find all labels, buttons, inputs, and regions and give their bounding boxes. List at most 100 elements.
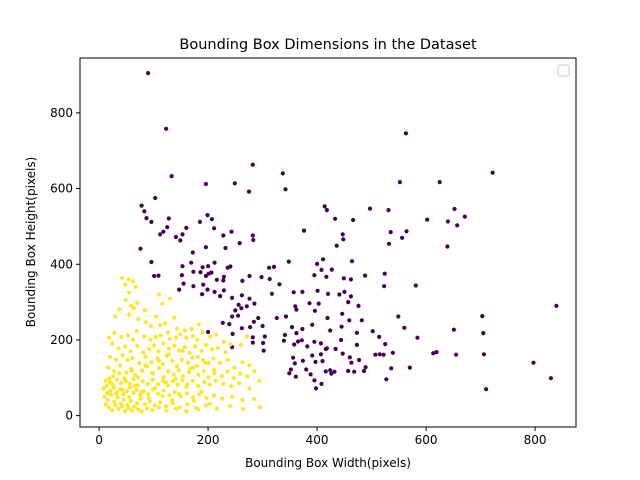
scatter-point-series-1	[315, 261, 320, 266]
scatter-point-series-1	[271, 264, 277, 269]
scatter-point-series-1	[312, 273, 317, 278]
scatter-point-series-1	[359, 318, 364, 323]
scatter-point-series-1	[191, 269, 196, 274]
scatter-point-series-1	[322, 204, 327, 209]
scatter-point-series-2	[203, 342, 208, 347]
x-axis-label: Bounding Box Width(pixels)	[245, 456, 411, 470]
scatter-point-series-1	[337, 292, 342, 297]
scatter-point-series-2	[211, 356, 216, 361]
scatter-point-series-1	[351, 217, 356, 223]
scatter-point-series-2	[172, 343, 177, 348]
scatter-point-series-1	[431, 351, 436, 356]
scatter-point-series-1	[267, 265, 272, 270]
scatter-point-series-2	[237, 381, 242, 386]
scatter-point-series-2	[148, 323, 153, 329]
scatter-point-series-2	[148, 337, 153, 342]
scatter-point-series-1	[363, 273, 368, 278]
scatter-point-series-1	[324, 208, 329, 213]
scatter-point-series-1	[329, 371, 334, 376]
scatter-point-series-1	[252, 301, 257, 306]
scatter-point-series-1	[361, 368, 367, 374]
scatter-point-series-2	[111, 374, 116, 379]
scatter-point-series-2	[113, 391, 119, 396]
scatter-point-series-1	[139, 203, 144, 208]
scatter-point-series-1	[221, 233, 226, 238]
scatter-point-series-1	[386, 241, 392, 246]
scatter-point-series-1	[293, 374, 298, 379]
scatter-point-series-1	[191, 284, 196, 289]
scatter-point-series-2	[153, 314, 158, 319]
scatter-point-series-1	[370, 329, 375, 334]
scatter-point-series-1	[286, 259, 291, 264]
scatter-point-series-2	[244, 334, 249, 339]
scatter-point-series-2	[196, 384, 201, 389]
scatter-point-series-2	[130, 279, 135, 284]
scatter-point-series-2	[107, 354, 113, 360]
scatter-point-series-2	[170, 398, 175, 403]
scatter-point-series-2	[191, 365, 196, 370]
scatter-point-series-1	[390, 350, 395, 355]
y-tick-label: 200	[50, 333, 73, 347]
scatter-point-series-2	[128, 349, 133, 354]
scatter-point-series-2	[160, 301, 165, 306]
scatter-point-series-1	[333, 216, 338, 221]
scatter-point-series-1	[261, 348, 266, 353]
scatter-point-series-2	[219, 374, 224, 379]
scatter-point-series-1	[357, 357, 362, 363]
scatter-point-series-1	[280, 171, 285, 176]
scatter-point-series-2	[135, 401, 140, 406]
scatter-point-series-1	[388, 230, 393, 235]
x-tick-label: 800	[524, 433, 547, 447]
scatter-point-series-2	[127, 395, 132, 400]
scatter-point-series-2	[136, 407, 141, 412]
scatter-point-series-2	[230, 394, 235, 399]
scatter-point-series-1	[382, 284, 387, 289]
scatter-point-series-1	[455, 223, 460, 228]
scatter-point-series-2	[247, 363, 252, 368]
scatter-point-series-1	[267, 276, 272, 282]
scatter-point-series-1	[318, 352, 323, 357]
scatter-point-series-2	[155, 391, 160, 396]
scatter-point-series-2	[150, 408, 155, 413]
scatter-point-series-1	[282, 332, 287, 338]
scatter-point-series-1	[304, 367, 309, 372]
scatter-point-series-2	[144, 406, 150, 411]
scatter-point-series-1	[299, 338, 304, 343]
scatter-point-series-1	[142, 209, 147, 214]
scatter-point-series-2	[113, 403, 118, 408]
scatter-point-series-2	[110, 341, 115, 346]
scatter-point-series-1	[341, 237, 346, 242]
scatter-point-series-1	[203, 245, 208, 250]
scatter-point-series-1	[554, 303, 559, 308]
scatter-point-series-2	[201, 357, 206, 363]
scatter-point-series-1	[324, 346, 329, 351]
scatter-point-series-1	[212, 260, 217, 265]
scatter-point-series-1	[316, 301, 321, 306]
scatter-point-series-1	[397, 180, 402, 185]
scatter-point-series-2	[200, 330, 205, 335]
scatter-point-series-2	[167, 336, 172, 341]
scatter-point-series-2	[238, 371, 243, 376]
scatter-point-series-2	[187, 350, 192, 355]
scatter-point-series-1	[206, 329, 211, 335]
scatter-point-series-1	[190, 250, 195, 255]
x-tick-label: 600	[415, 433, 438, 447]
scatter-point-series-1	[490, 170, 495, 175]
scatter-point-series-1	[346, 300, 351, 305]
scatter-point-series-1	[341, 276, 346, 281]
scatter-point-series-1	[250, 233, 255, 238]
scatter-point-series-2	[125, 333, 131, 338]
scatter-point-series-2	[252, 369, 257, 374]
scatter-point-series-2	[203, 403, 208, 408]
scatter-point-series-1	[206, 264, 211, 269]
scatter-point-series-2	[156, 349, 161, 354]
scatter-point-series-2	[145, 381, 150, 386]
scatter-point-series-1	[434, 350, 439, 355]
scatter-point-series-2	[112, 399, 117, 404]
scatter-point-series-1	[221, 274, 226, 279]
scatter-point-series-2	[232, 365, 237, 370]
scatter-point-series-2	[223, 350, 228, 355]
scatter-point-series-1	[383, 342, 388, 347]
scatter-point-series-2	[142, 334, 147, 339]
